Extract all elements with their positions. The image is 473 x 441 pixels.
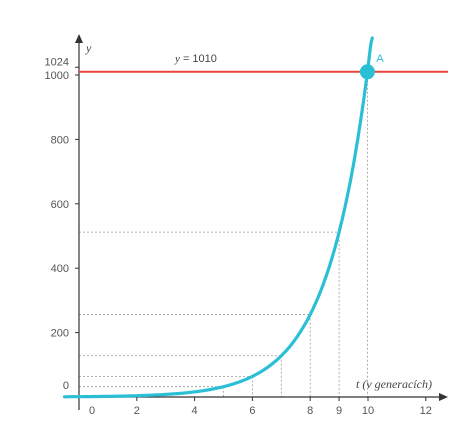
y-tick-label-400: 400 bbox=[51, 263, 69, 275]
x-tick-label-4: 4 bbox=[192, 405, 198, 417]
series bbox=[62, 36, 374, 399]
y-tick-label-1000: 1000 bbox=[45, 70, 69, 82]
y-axis-arrow bbox=[75, 34, 83, 43]
y-tick-label-1024: 1024 bbox=[45, 56, 69, 68]
x-tick-label-8: 8 bbox=[307, 405, 313, 417]
x-tick-label-12: 12 bbox=[420, 405, 432, 417]
x-tick-label-10: 10 bbox=[362, 405, 374, 417]
series-line-exponential bbox=[62, 36, 374, 399]
guide-lines bbox=[79, 71, 368, 397]
point-A bbox=[359, 64, 375, 80]
hline-label: y = 1010 bbox=[174, 53, 217, 65]
x-tick-label-9: 9 bbox=[336, 405, 342, 417]
x-tick-label-2: 2 bbox=[134, 405, 140, 417]
intersection: A bbox=[359, 53, 384, 80]
y-tick-label-200: 200 bbox=[51, 328, 69, 340]
point-A-label: A bbox=[376, 53, 384, 65]
y-tick-label-800: 800 bbox=[51, 134, 69, 146]
tick-labels: 0 2 4 6 8 9 10 12 0 200 400 600 800 1000 1024 bbox=[45, 56, 432, 417]
threshold-line: y = 1010 bbox=[79, 53, 448, 73]
x-axis-title: t (v generacích) bbox=[356, 377, 432, 391]
x-axis-arrow bbox=[439, 393, 448, 401]
x-tick-label-0: 0 bbox=[89, 405, 95, 417]
y-tick-label-600: 600 bbox=[51, 199, 69, 211]
y-tick-label-0: 0 bbox=[63, 380, 69, 392]
y-axis-title: y bbox=[85, 41, 92, 55]
x-tick-label-6: 6 bbox=[249, 405, 255, 417]
axes bbox=[70, 34, 448, 410]
